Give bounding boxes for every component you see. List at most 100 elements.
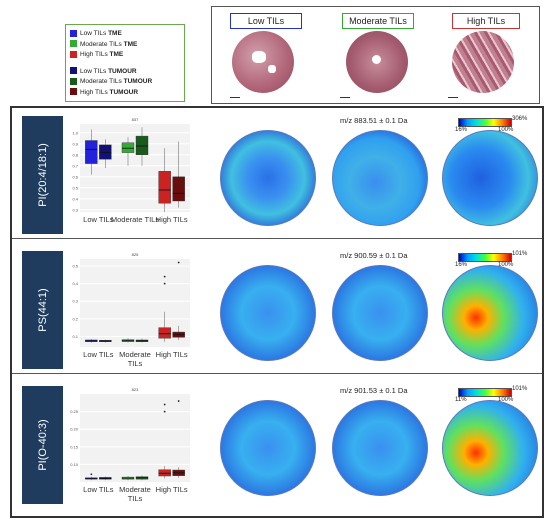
- scale-bar: [448, 97, 458, 98]
- colorbar-right: 100%: [498, 127, 514, 133]
- x-category-label: Moderate: [119, 485, 151, 494]
- box-mark: [85, 339, 98, 343]
- box-plot: 1.0 0.9 0.8 0.7 0.6 0.5 0.4 0.3 837 Low TILs Moder…: [66, 112, 196, 236]
- legend-swatch: [70, 77, 77, 85]
- legend-label: Low TILs: [80, 30, 109, 37]
- y-tick-label: 0.3: [72, 299, 78, 304]
- lipid-label: PI(O-40:3): [22, 386, 63, 504]
- x-category-label: High TILs: [156, 350, 188, 359]
- legend-swatch: [70, 88, 77, 96]
- legend-label-bold: TME: [123, 40, 138, 48]
- box-mark: [121, 476, 135, 481]
- he-stain-panel: Low TILs Moderate TILs High TILs: [211, 6, 540, 104]
- box-mark: [172, 467, 185, 478]
- x-category-label: Low TILs: [83, 215, 114, 224]
- he-core-low: [232, 31, 294, 93]
- legend-label-bold: TUMOUR: [108, 67, 137, 75]
- box-mark: [135, 338, 149, 343]
- box-mark: [172, 141, 185, 208]
- plot-title: 837: [132, 117, 139, 122]
- legend-label: Low TILs: [80, 67, 109, 75]
- box-mark: [121, 338, 135, 343]
- box-mark: [99, 139, 112, 168]
- colorbar-left: 16%: [455, 262, 468, 268]
- box-plot: 0.5 0.4 0.3 0.2 0.1 825 Low TILs Moderate TILs Hi…: [66, 247, 196, 371]
- lipid-label: PS(44:1): [22, 251, 63, 369]
- colorbar-max: 306%: [512, 116, 528, 122]
- plot-area: [80, 124, 190, 212]
- x-category-label: Moderate TILs: [111, 215, 159, 224]
- legend-item: Low TILs TUMOUR: [70, 67, 137, 76]
- y-tick-label: 0.2: [72, 316, 78, 321]
- y-tick-label: 0.4: [72, 281, 78, 286]
- colorbar: [458, 253, 512, 262]
- box-mark: [85, 476, 98, 481]
- msi-ion-image: [442, 400, 538, 496]
- legend-swatch: [70, 67, 77, 75]
- scale-bar: [230, 97, 240, 98]
- x-category-label: Low TILs: [83, 350, 114, 359]
- legend-label: High TILs: [80, 51, 110, 58]
- y-tick-label: 0.5: [72, 185, 78, 190]
- box-plot-svg: 1.0 0.9 0.8 0.7 0.6 0.5 0.4 0.3 837 Low TILsModer…: [72, 117, 190, 224]
- legend-label-bold: TUMOUR: [123, 78, 153, 85]
- y-tick-label: 1.0: [72, 130, 78, 135]
- y-tick-label: 0.6: [72, 174, 78, 179]
- msi-ion-image: [220, 265, 316, 361]
- colorbar: [458, 388, 512, 397]
- x-category-label: High TILs: [156, 485, 188, 494]
- box-mark: [85, 129, 98, 175]
- colorbar-left: 16%: [455, 127, 468, 133]
- outlier-point: [163, 282, 166, 285]
- colorbar-right: 100%: [498, 262, 514, 268]
- legend-label: Moderate TILs: [80, 40, 124, 48]
- plot-title: 825: [132, 252, 139, 257]
- mz-value: m/z 901.53 ± 0.1 Da: [340, 386, 408, 395]
- colorbar-left: 11%: [455, 397, 467, 403]
- label-moderate-tils: Moderate TILs: [342, 13, 414, 29]
- mz-value: m/z 883.51 ± 0.1 Da: [340, 116, 408, 125]
- legend-label-bold: TME: [109, 51, 124, 58]
- outlier-point: [163, 275, 166, 278]
- legend-swatch: [70, 29, 77, 37]
- legend-item: High TILs TME: [70, 50, 123, 59]
- he-core-moderate: [346, 31, 408, 93]
- y-tick-label: 0.20: [70, 427, 79, 432]
- y-tick-label: 0.8: [72, 152, 78, 157]
- he-core-high: [452, 31, 514, 93]
- msi-ion-image: [332, 130, 428, 226]
- feature-row: PS(44:1) m/z 900.59 ± 0.1 Da 101% 16% 10…: [12, 243, 542, 374]
- msi-ion-image: [332, 400, 428, 496]
- legend-item: Moderate TILs TME: [70, 40, 137, 49]
- legend-swatch: [70, 50, 77, 58]
- msi-ion-image: [442, 130, 538, 226]
- y-tick-label: 0.3: [72, 207, 78, 212]
- y-tick-label: 0.25: [70, 409, 79, 414]
- colorbar: [458, 118, 512, 127]
- colorbar-max: 101%: [512, 386, 528, 392]
- plot-title: 823: [132, 387, 139, 392]
- y-tick-label: 0.15: [70, 444, 79, 449]
- box-plot: 0.25 0.20 0.15 0.10 823 Low TILs Moderate TILs H…: [66, 382, 196, 506]
- msi-ion-image: [442, 265, 538, 361]
- legend: Low TILs TME Moderate TILs TME High TILs T…: [65, 24, 185, 102]
- plot-area: [80, 394, 190, 482]
- x-category-label: TILs: [128, 359, 143, 368]
- label-low-tils: Low TILs: [230, 13, 302, 29]
- box-mark: [99, 476, 112, 481]
- x-category-label: High TILs: [156, 215, 188, 224]
- box-mark: [135, 475, 149, 481]
- box-mark: [121, 137, 135, 166]
- feature-row: PI(O-40:3) m/z 901.53 ± 0.1 Da 101% 11% …: [12, 378, 542, 508]
- msi-panel: PI(20:4/18:1) m/z 883.51 ± 0.1 Da 306% 1…: [10, 106, 544, 518]
- x-category-label: Low TILs: [83, 485, 114, 494]
- y-tick-label: 0.7: [72, 163, 78, 168]
- y-tick-label: 0.1: [72, 334, 78, 339]
- mz-value: m/z 900.59 ± 0.1 Da: [340, 251, 408, 260]
- y-tick-label: 0.5: [72, 264, 78, 269]
- legend-label: Moderate TILs: [80, 78, 124, 85]
- lipid-name: PS(44:1): [36, 288, 49, 332]
- box-mark: [99, 339, 112, 343]
- legend-item: Low TILs TME: [70, 29, 122, 38]
